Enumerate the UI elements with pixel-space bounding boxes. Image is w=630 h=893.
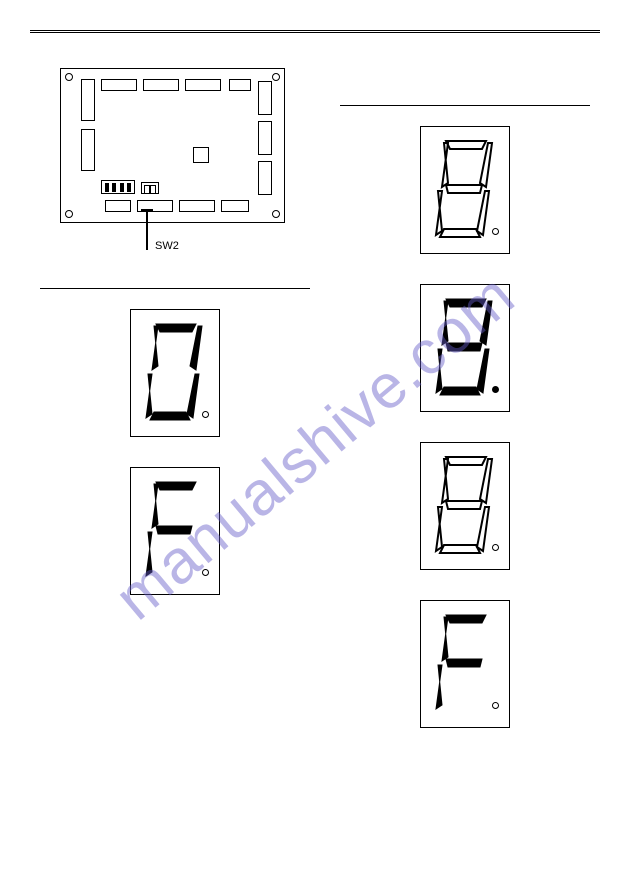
pcb-diagram: SW2 xyxy=(60,68,310,223)
decimal-point-icon xyxy=(492,702,499,709)
pcb-outline: SW2 xyxy=(60,68,285,223)
page-content: SW2 xyxy=(40,50,590,853)
seven-segment-display xyxy=(130,309,220,437)
connector-icon xyxy=(179,200,215,212)
decimal-point-icon xyxy=(492,386,499,393)
leader-line xyxy=(146,210,148,250)
mount-hole-icon xyxy=(65,210,73,218)
connector-icon xyxy=(185,79,221,91)
seven-segment-display xyxy=(420,284,510,412)
seven-segment-display xyxy=(420,442,510,570)
right-display-list xyxy=(340,126,590,728)
small-connector-icon xyxy=(141,182,159,194)
switch-label: SW2 xyxy=(155,240,179,252)
connector-icon xyxy=(258,81,272,115)
section-divider xyxy=(40,288,310,289)
mount-hole-icon xyxy=(65,73,73,81)
connector-icon xyxy=(81,129,95,171)
decimal-point-icon xyxy=(202,411,209,418)
seven-segment-display xyxy=(420,600,510,728)
section-divider xyxy=(340,105,590,106)
left-display-list xyxy=(40,309,310,595)
connector-icon xyxy=(258,161,272,195)
dip-switch-icon xyxy=(101,180,135,194)
connector-icon xyxy=(258,121,272,155)
connector-icon xyxy=(229,79,251,91)
connector-icon xyxy=(81,79,95,121)
connector-icon xyxy=(143,79,179,91)
mount-hole-icon xyxy=(272,73,280,81)
connector-icon xyxy=(101,79,137,91)
connector-icon xyxy=(221,200,249,212)
decimal-point-icon xyxy=(202,569,209,576)
page-top-rule xyxy=(30,30,600,33)
seven-segment-display xyxy=(420,126,510,254)
connector-icon xyxy=(105,200,131,212)
left-column: SW2 xyxy=(40,50,310,625)
ic-chip-icon xyxy=(193,147,209,163)
right-column xyxy=(340,50,590,758)
seven-segment-display xyxy=(130,467,220,595)
decimal-point-icon xyxy=(492,228,499,235)
mount-hole-icon xyxy=(272,210,280,218)
decimal-point-icon xyxy=(492,544,499,551)
